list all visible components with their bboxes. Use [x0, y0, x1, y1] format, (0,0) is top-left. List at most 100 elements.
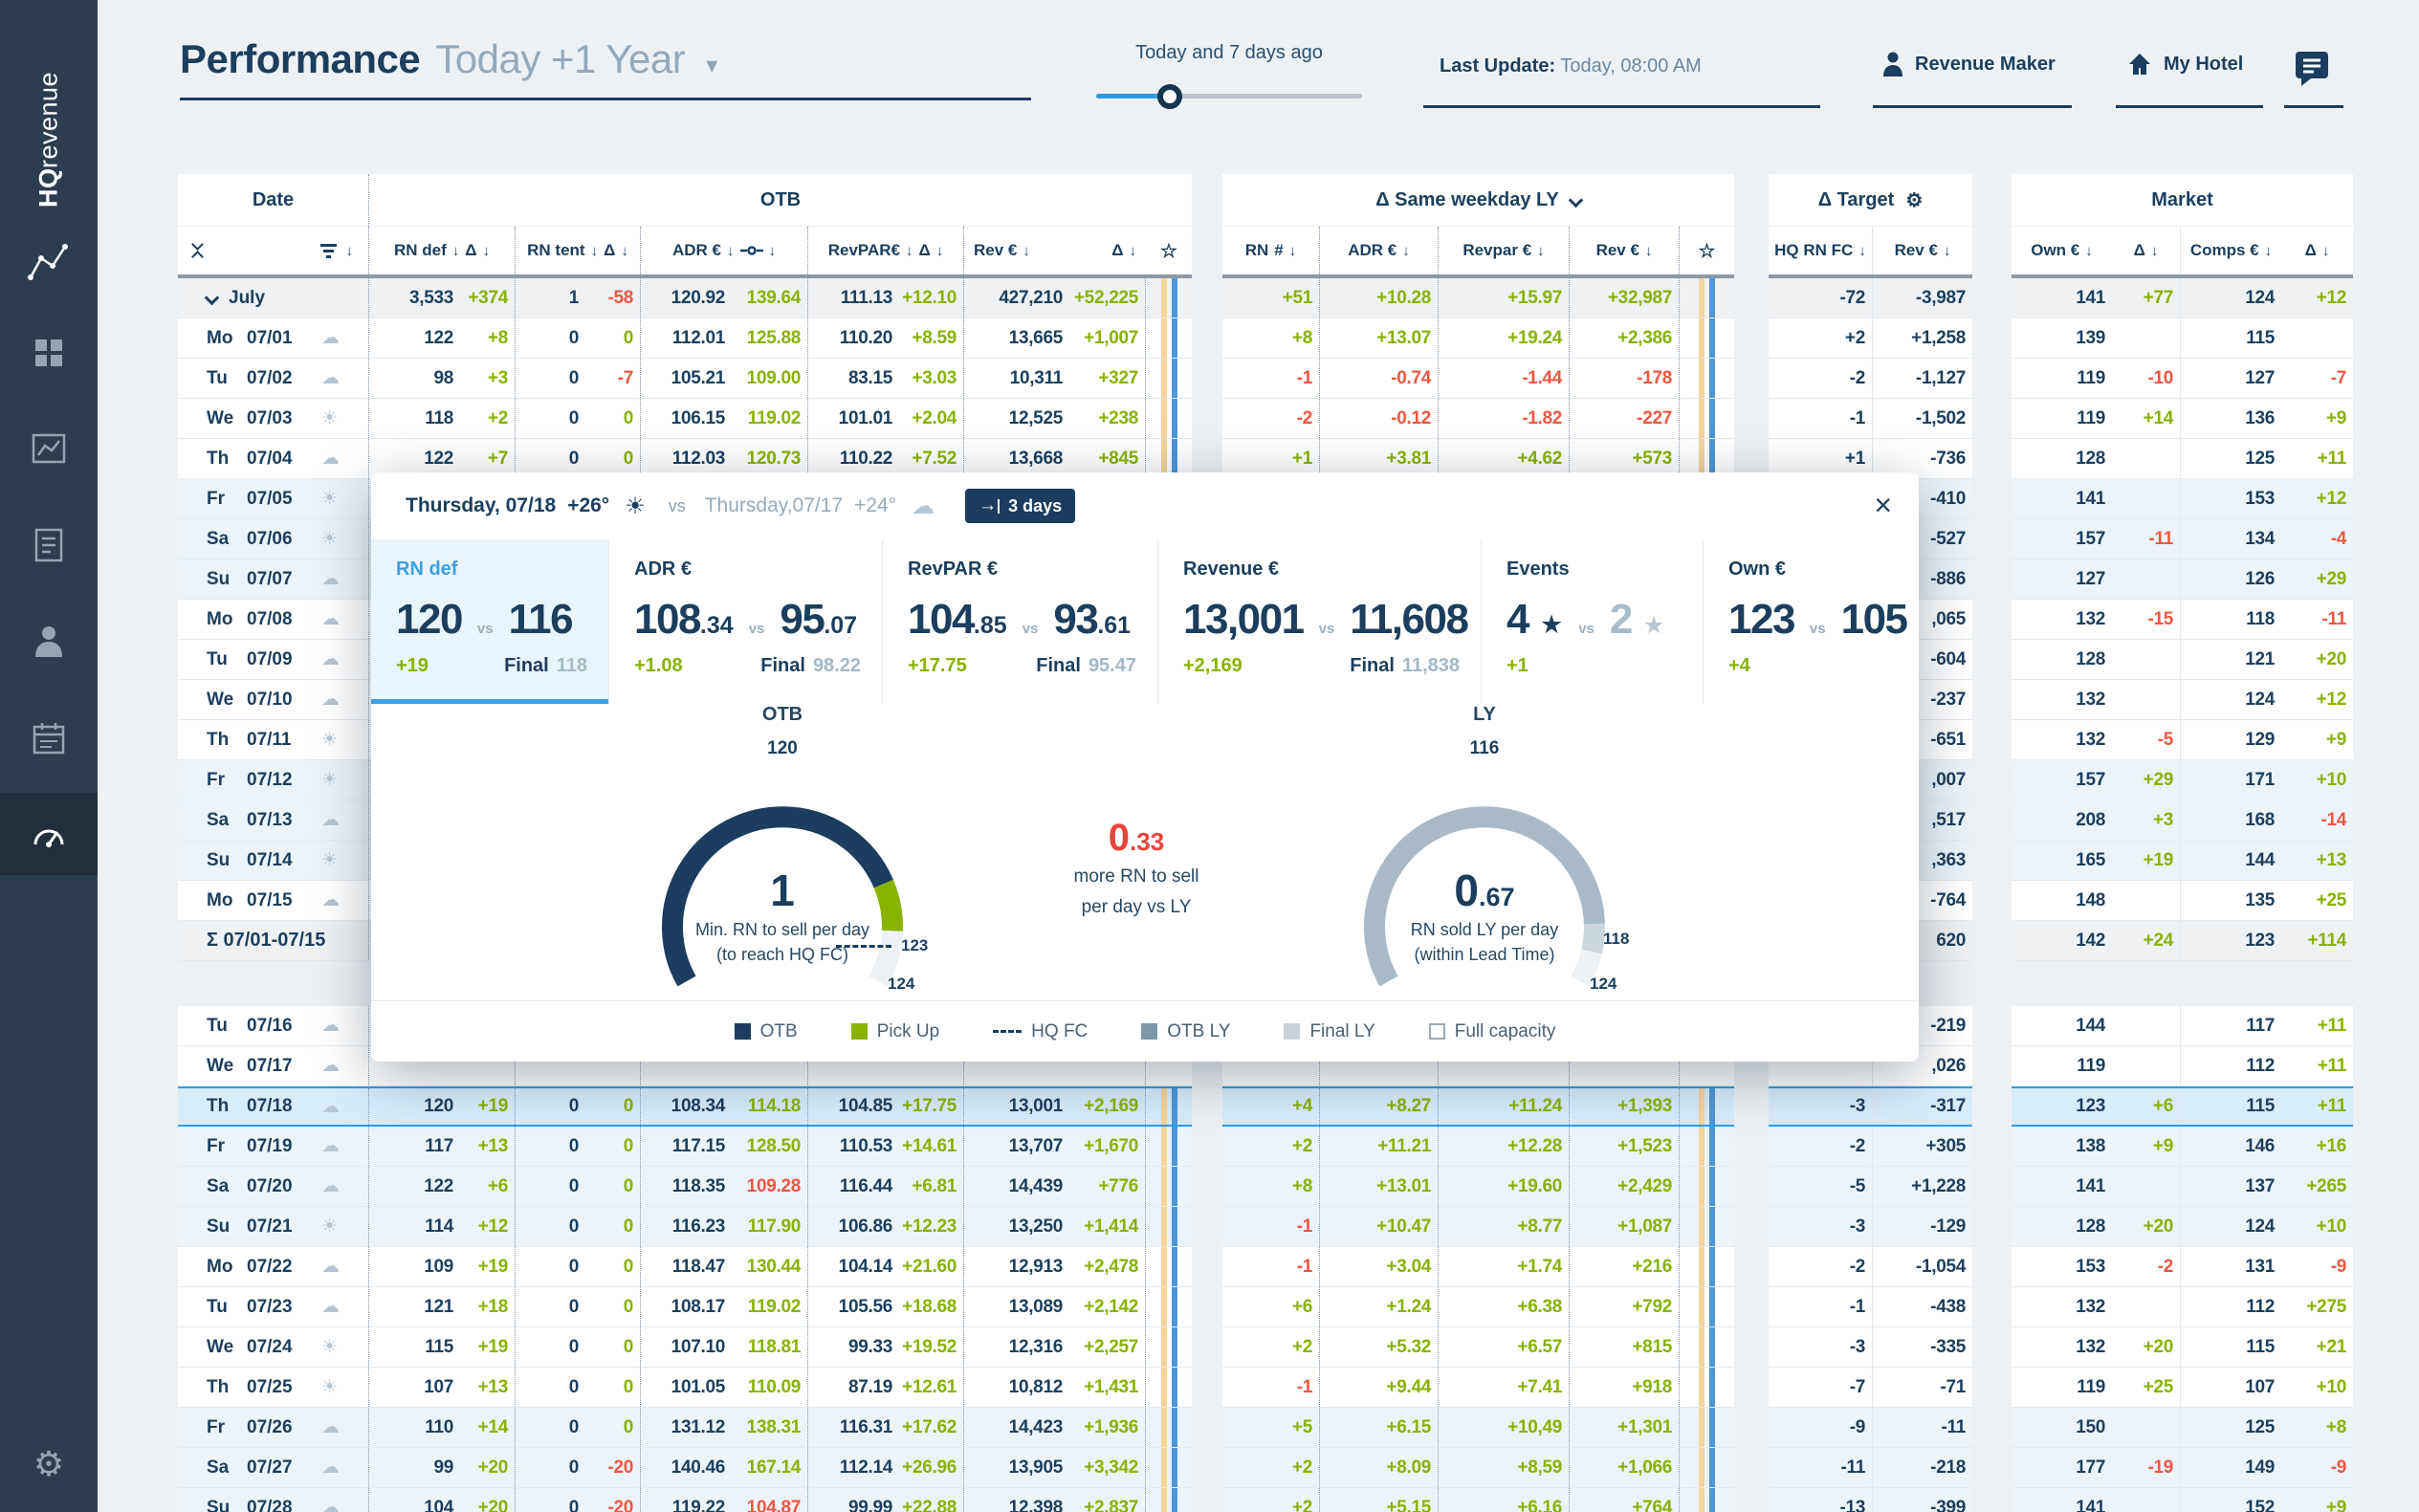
- table-row[interactable]: +8 +13.07 +19.24 +2,386: [1222, 318, 1734, 359]
- table-row[interactable]: 132 -15 118 -11: [2012, 600, 2353, 640]
- table-row[interactable]: +2 +1,258: [1769, 318, 1972, 359]
- group-header-ly[interactable]: Δ Same weekday LY: [1222, 174, 1734, 226]
- table-row[interactable]: -2 -0.12 -1.82 -227: [1222, 399, 1734, 439]
- table-row[interactable]: 119 112 +11: [2012, 1046, 2353, 1086]
- table-row[interactable]: +8 +13.01 +19.60 +2,429: [1222, 1167, 1734, 1207]
- table-row[interactable]: We 07/03 ☀ 118 +2 0 0 106.15 119.02 101.01 +2.04 12…: [178, 399, 1192, 439]
- sidebar-item-calendar[interactable]: [0, 697, 98, 779]
- table-row[interactable]: Mo 07/22 ☁ 109 +19 0 0 118.47 130.44 104.14 +21.60…: [178, 1247, 1192, 1287]
- table-row[interactable]: Fr 07/26 ☁ 110 +14 0 0 131.12 138.31 116.31 +17.62…: [178, 1408, 1192, 1448]
- table-row[interactable]: Tu 07/02 ☁ 98 +3 0 -7 105.21 109.00 83.15 +3.03 10,…: [178, 359, 1192, 399]
- filter-icon[interactable]: [319, 243, 337, 258]
- table-row[interactable]: 144 117 +11: [2012, 1006, 2353, 1046]
- table-row[interactable]: We 07/24 ☀ 115 +19 0 0 107.10 118.81 99.33 +19.52 1…: [178, 1327, 1192, 1368]
- table-row[interactable]: 150 125 +8: [2012, 1408, 2353, 1448]
- col-own[interactable]: Own € ↓: [2031, 241, 2093, 259]
- table-row[interactable]: -1 +10.47 +8.77 +1,087: [1222, 1207, 1734, 1247]
- table-row[interactable]: Sa 07/20 ☁ 122 +6 0 0 118.35 109.28 116.44 +6.81 14…: [178, 1167, 1192, 1207]
- table-row[interactable]: Sa 07/27 ☁ 99 +20 0 -20 140.46 167.14 112.14 +26.9…: [178, 1448, 1192, 1488]
- sidebar-item-analytics[interactable]: [0, 407, 98, 490]
- table-row[interactable]: 157 +29 171 +10: [2012, 760, 2353, 800]
- table-row[interactable]: +2 +8.09 +8,59 +1,066: [1222, 1448, 1734, 1488]
- col-comps[interactable]: Comps € ↓: [2189, 241, 2273, 259]
- table-row[interactable]: 165 +19 144 +13: [2012, 841, 2353, 881]
- table-row[interactable]: 119 +14 136 +9: [2012, 399, 2353, 439]
- col-ly-rn[interactable]: RN # ↓: [1222, 227, 1320, 274]
- col-adr[interactable]: ADR € ↓ ↓: [641, 227, 808, 274]
- table-row[interactable]: -7 -71: [1769, 1368, 1972, 1408]
- table-row[interactable]: Su 07/21 ☀ 114 +12 0 0 116.23 117.90 106.86 +12.23…: [178, 1207, 1192, 1247]
- gear-icon[interactable]: ⚙: [1905, 189, 1924, 211]
- col-ly-favorite[interactable]: ☆: [1680, 227, 1734, 274]
- table-row[interactable]: 119 +25 107 +10: [2012, 1368, 2353, 1408]
- group-header-target[interactable]: Δ Target ⚙: [1817, 188, 1924, 211]
- table-row[interactable]: 132 124 +12: [2012, 680, 2353, 720]
- compare-slider[interactable]: [1096, 94, 1362, 99]
- table-row[interactable]: -3 -335: [1769, 1327, 1972, 1368]
- expand-collapse-icon[interactable]: [191, 238, 204, 263]
- col-ly-adr[interactable]: ADR € ↓: [1320, 227, 1439, 274]
- table-row[interactable]: -13 -399: [1769, 1488, 1972, 1512]
- table-row[interactable]: Th 07/18 ☁ 120 +19 0 0 108.34 114.18 104.85 +17.75…: [178, 1086, 1192, 1127]
- table-row[interactable]: 177 -19 149 -9: [2012, 1448, 2353, 1488]
- kpi-revpar[interactable]: RevPAR € 104.85 vs 93.61 +17.75 Final 95.…: [882, 539, 1157, 704]
- table-row[interactable]: -9 -11: [1769, 1408, 1972, 1448]
- table-row[interactable]: Tu 07/23 ☁ 121 +18 0 0 108.17 119.02 105.56 +18.68…: [178, 1287, 1192, 1327]
- col-favorite[interactable]: ☆: [1146, 227, 1192, 274]
- table-row[interactable]: 148 135 +25: [2012, 881, 2353, 921]
- sidebar-item-performance[interactable]: [0, 793, 98, 875]
- table-row[interactable]: 142 +24 123 +114: [2012, 921, 2353, 961]
- table-row[interactable]: 208 +3 168 -14: [2012, 800, 2353, 841]
- table-row[interactable]: -72 -3,987: [1769, 278, 1972, 318]
- table-row[interactable]: -1 -0.74 -1.44 -178: [1222, 359, 1734, 399]
- table-row[interactable]: 132 +20 115 +21: [2012, 1327, 2353, 1368]
- table-row[interactable]: 123 +6 115 +11: [2012, 1086, 2353, 1127]
- table-row[interactable]: 141 152 +9: [2012, 1488, 2353, 1512]
- table-row[interactable]: 141 153 +12: [2012, 479, 2353, 519]
- table-row[interactable]: +6 +1.24 +6.38 +792: [1222, 1287, 1734, 1327]
- sidebar-item-customers[interactable]: [0, 600, 98, 682]
- table-row[interactable]: 128 125 +11: [2012, 439, 2353, 479]
- table-row[interactable]: +5 +6.15 +10,49 +1,301: [1222, 1408, 1734, 1448]
- kpi-adr[interactable]: ADR € 108.34 vs 95.07 +1.08 Final 98.22: [608, 539, 882, 704]
- sidebar-item-reports[interactable]: [0, 504, 98, 586]
- table-row[interactable]: -2 -1,127: [1769, 359, 1972, 399]
- table-row[interactable]: 138 +9 146 +16: [2012, 1127, 2353, 1167]
- table-row[interactable]: +4 +8.27 +11.24 +1,393: [1222, 1086, 1734, 1127]
- table-row[interactable]: +51 +10.28 +15.97 +32,987: [1222, 278, 1734, 318]
- col-target-rev[interactable]: Rev € ↓: [1894, 241, 1951, 259]
- chevron-down-icon[interactable]: [204, 290, 220, 306]
- kpi-own[interactable]: Own € 123 vs 105 +4: [1703, 539, 1919, 704]
- table-row[interactable]: Fr 07/19 ☁ 117 +13 0 0 117.15 128.50 110.53 +14.61…: [178, 1127, 1192, 1167]
- sidebar-item-dashboard[interactable]: [0, 312, 98, 394]
- table-row[interactable]: -2 -1,054: [1769, 1247, 1972, 1287]
- brand-logo[interactable]: HQ revenue: [0, 33, 98, 252]
- table-row[interactable]: +2 +5.32 +6.57 +815: [1222, 1327, 1734, 1368]
- table-row[interactable]: -1 -438: [1769, 1287, 1972, 1327]
- table-row[interactable]: July 3,533 +374 1 -58 120.92 139.64 111.13 +12.1…: [178, 278, 1192, 318]
- table-row[interactable]: 132 112 +275: [2012, 1287, 2353, 1327]
- table-row[interactable]: Su 07/28 ☁ 104 +20 0 -20 119.22 104.87 99.99 +22.8…: [178, 1488, 1192, 1512]
- close-icon[interactable]: ×: [1874, 488, 1892, 522]
- kpi-events[interactable]: Events 4 ★ vs 2 ★ +1: [1481, 539, 1703, 704]
- sidebar-settings-button[interactable]: ⚙: [0, 1431, 98, 1498]
- col-rn-def[interactable]: RN def ↓ Δ ↓: [369, 227, 516, 274]
- col-hq-rn-fc[interactable]: HQ RN FC ↓: [1769, 227, 1873, 274]
- table-row[interactable]: -3 -317: [1769, 1086, 1972, 1127]
- table-row[interactable]: -1 -1,502: [1769, 399, 1972, 439]
- kpi-revenue[interactable]: Revenue € 13,001 vs 11,608 +2,169 Final 1…: [1157, 539, 1481, 704]
- table-row[interactable]: 132 -5 129 +9: [2012, 720, 2353, 760]
- table-row[interactable]: -1 +9.44 +7.41 +918: [1222, 1368, 1734, 1408]
- col-revpar[interactable]: RevPAR€ ↓ Δ ↓: [808, 227, 964, 274]
- kpi-rn-def[interactable]: RN def 120 vs 116 +19 Final 118: [371, 539, 608, 704]
- col-ly-revpar[interactable]: Revpar € ↓: [1439, 227, 1570, 274]
- table-row[interactable]: 139 115: [2012, 318, 2353, 359]
- table-row[interactable]: 119 -10 127 -7: [2012, 359, 2353, 399]
- table-row[interactable]: -1 +3.04 +1.74 +216: [1222, 1247, 1734, 1287]
- col-ly-rev[interactable]: Rev € ↓: [1570, 227, 1680, 274]
- lead-time-badge[interactable]: → 3 days: [965, 489, 1076, 523]
- col-rn-tent[interactable]: RN tent ↓ Δ ↓: [516, 227, 641, 274]
- table-row[interactable]: 128 121 +20: [2012, 640, 2353, 680]
- chat-button[interactable]: [2292, 48, 2332, 93]
- slider-handle[interactable]: [1157, 84, 1182, 109]
